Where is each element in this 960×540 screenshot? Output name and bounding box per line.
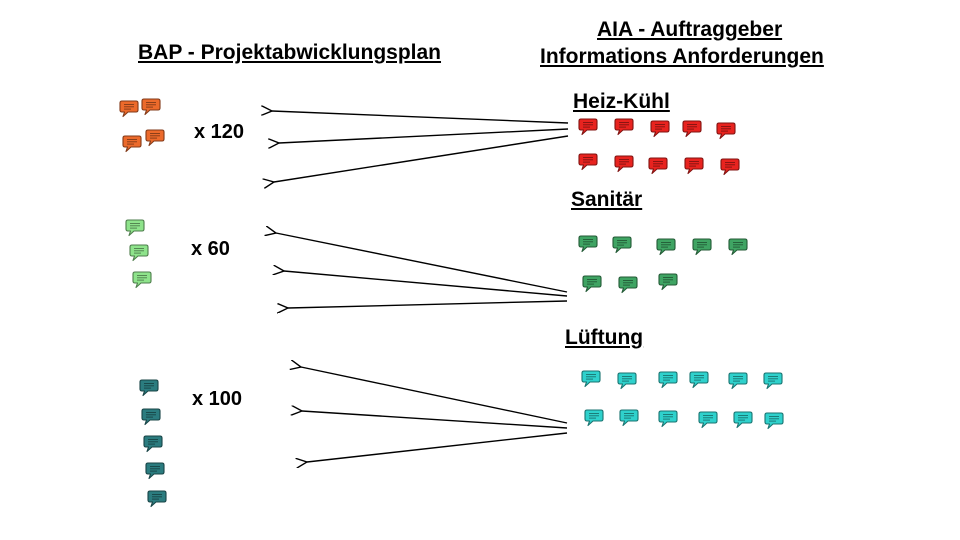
speech-bubble-icon (582, 275, 602, 293)
speech-bubble-icon (728, 238, 748, 256)
arrow (274, 135, 569, 182)
speech-bubble-icon (689, 371, 709, 389)
speech-bubble-icon (578, 118, 598, 136)
speech-bubble-icon (578, 153, 598, 171)
speech-bubble-icon (581, 370, 601, 388)
arrow (279, 128, 569, 143)
speech-bubble-icon (578, 235, 598, 253)
speech-bubble-icon (129, 244, 149, 262)
section-label-lueftung: Lüftung (565, 326, 644, 349)
section-label-heiz-kuehl: Heiz-Kühl (573, 90, 670, 113)
count-sanitaer: x 60 (191, 238, 230, 260)
aia-title-line2: Informations Anforderungen (540, 45, 824, 68)
arrow (307, 432, 568, 462)
count-lueftung: x 100 (192, 388, 243, 410)
arrow (288, 300, 568, 308)
speech-bubble-icon (619, 409, 639, 427)
speech-bubble-icon (614, 155, 634, 173)
speech-bubble-icon (612, 236, 632, 254)
speech-bubble-icon (658, 410, 678, 428)
speech-bubble-icon (614, 118, 634, 136)
arrow (301, 367, 568, 424)
speech-bubble-icon (682, 120, 702, 138)
speech-bubble-icon (720, 158, 740, 176)
speech-bubble-icon (132, 271, 152, 289)
speech-bubble-icon (139, 379, 159, 397)
speech-bubble-icon (143, 435, 163, 453)
speech-bubble-icon (728, 372, 748, 390)
bap-title: BAP - Projektabwicklungsplan (138, 41, 442, 64)
speech-bubble-icon (122, 135, 142, 153)
speech-bubble-icon (618, 276, 638, 294)
speech-bubble-icon (145, 462, 165, 480)
speech-bubble-icon (119, 100, 139, 118)
arrow (272, 111, 569, 124)
speech-bubble-icon (763, 372, 783, 390)
speech-bubble-icon (658, 273, 678, 291)
speech-bubble-icon (698, 411, 718, 429)
speech-bubble-icon (147, 490, 167, 508)
speech-bubble-icon (684, 157, 704, 175)
speech-bubble-icon (658, 371, 678, 389)
speech-bubble-icon (733, 411, 753, 429)
speech-bubble-icon (617, 372, 637, 390)
speech-bubble-icon (650, 120, 670, 138)
arrow (302, 411, 568, 429)
speech-bubble-icon (764, 412, 784, 430)
speech-bubble-icon (584, 409, 604, 427)
speech-bubble-icon (125, 219, 145, 237)
speech-bubble-icon (716, 122, 736, 140)
speech-bubble-icon (141, 408, 161, 426)
speech-bubble-icon (141, 98, 161, 116)
speech-bubble-icon (692, 238, 712, 256)
aia-title-line1: AIA - Auftraggeber (597, 18, 783, 41)
arrow (284, 271, 568, 297)
count-heiz-kuehl: x 120 (194, 121, 245, 143)
speech-bubble-icon (656, 238, 676, 256)
speech-bubble-icon (648, 157, 668, 175)
speech-bubble-icon (145, 129, 165, 147)
arrow (276, 233, 568, 293)
section-label-sanitaer: Sanitär (571, 188, 643, 211)
